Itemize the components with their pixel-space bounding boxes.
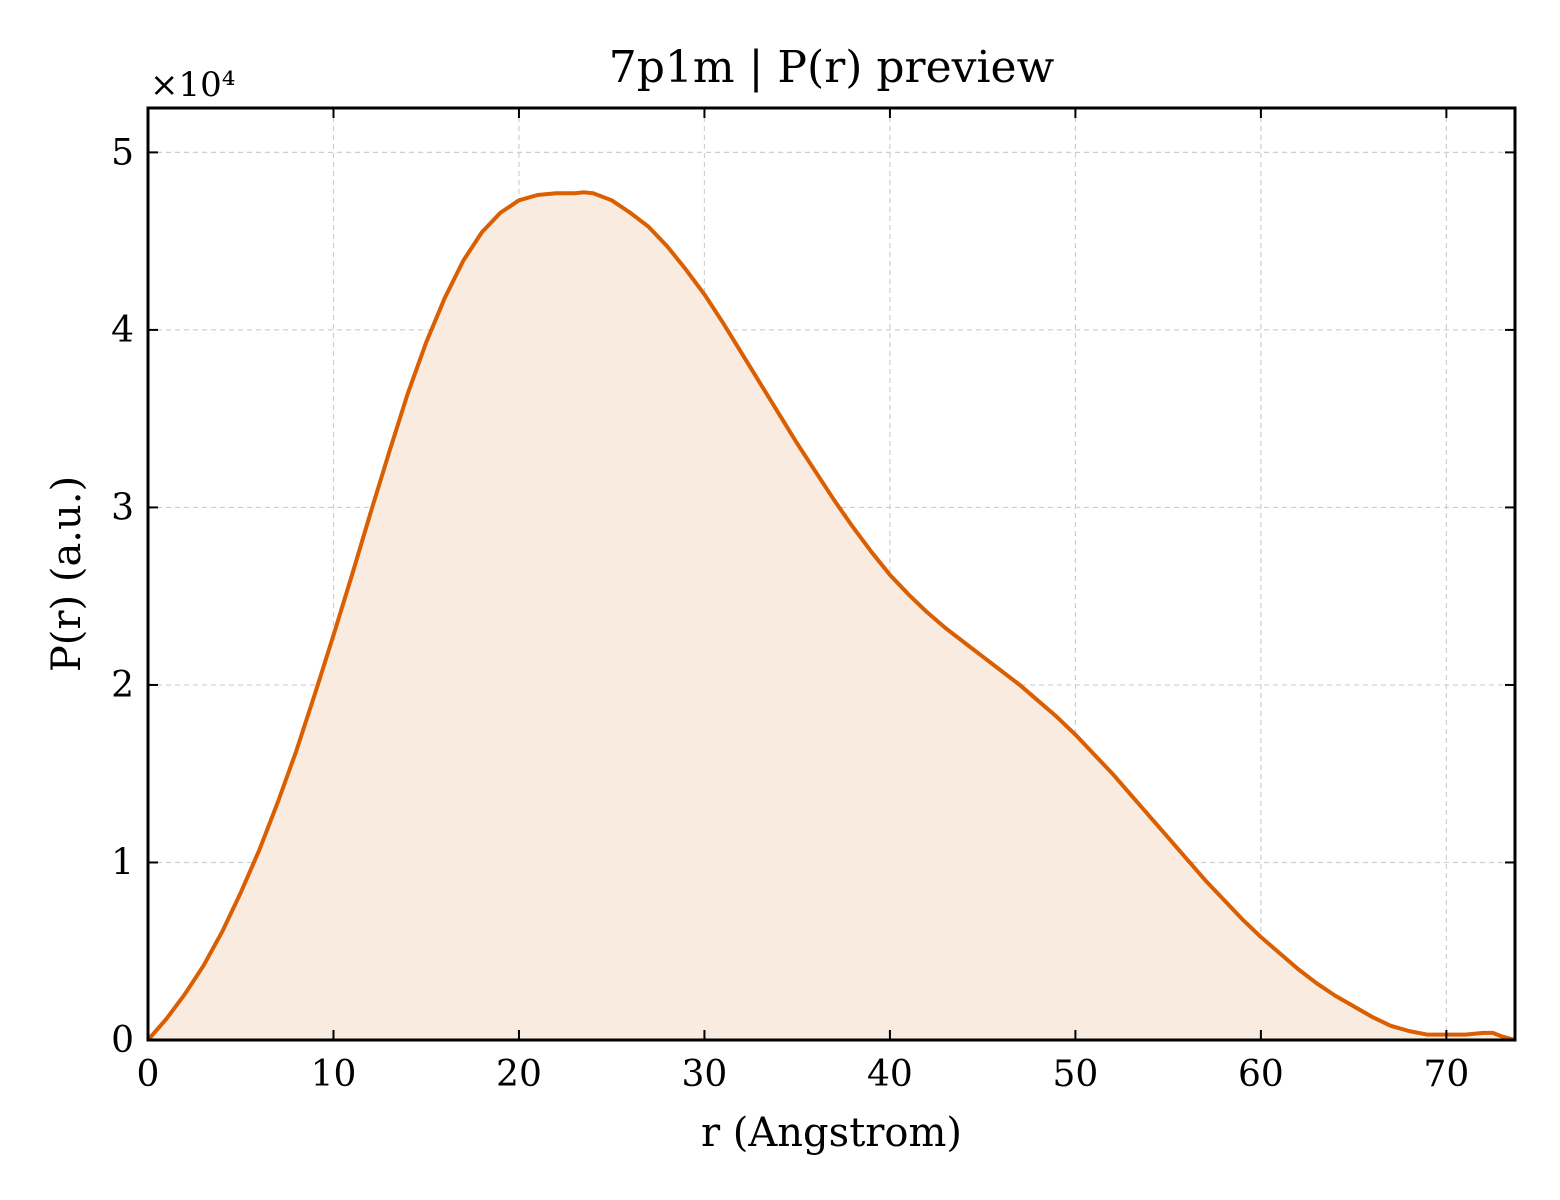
y-tick-label: 3 bbox=[111, 487, 134, 528]
y-tick-label: 1 bbox=[111, 842, 134, 883]
chart-title: 7p1m | P(r) preview bbox=[609, 42, 1055, 93]
x-axis-label: r (Angstrom) bbox=[701, 1110, 962, 1156]
x-tick-label: 70 bbox=[1423, 1054, 1469, 1095]
y-tick-label: 0 bbox=[111, 1020, 134, 1061]
axis-ticks: 0 10 20 30 40 50 60 70 0 1 2 3 4 5 bbox=[111, 108, 1515, 1095]
x-tick-label: 20 bbox=[496, 1054, 542, 1095]
x-tick-label: 10 bbox=[311, 1054, 357, 1095]
y-axis-label: P(r) (a.u.) bbox=[44, 476, 90, 672]
series-area-fill bbox=[148, 192, 1515, 1040]
y-tick-label: 2 bbox=[111, 665, 134, 706]
y-tick-label: 4 bbox=[111, 310, 134, 351]
y-tick-label: 5 bbox=[111, 132, 134, 173]
x-tick-label: 60 bbox=[1238, 1054, 1284, 1095]
y-axis-multiplier: ×10⁴ bbox=[150, 65, 235, 105]
x-tick-label: 40 bbox=[867, 1054, 913, 1095]
plot-frame bbox=[146, 106, 1517, 1042]
x-tick-label: 0 bbox=[137, 1054, 160, 1095]
series-line bbox=[146, 190, 1516, 1042]
x-tick-label: 50 bbox=[1053, 1054, 1099, 1095]
x-tick-label: 30 bbox=[682, 1054, 728, 1095]
